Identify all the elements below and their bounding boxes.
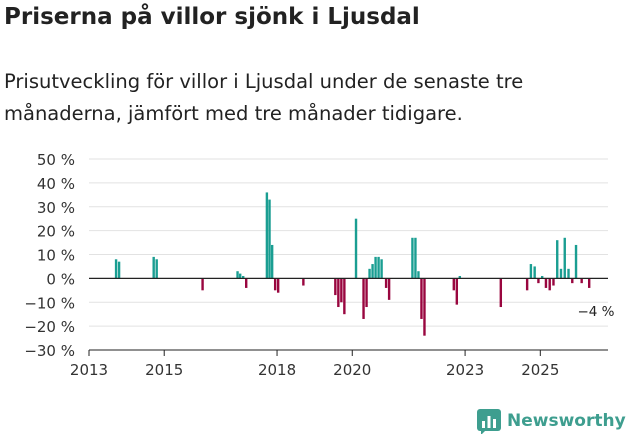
bar [117,261,121,279]
x-tick-label: 2020 [333,361,371,379]
x-axis-ticks: 2013 2015 2018 2020 2023 2025 [70,350,559,379]
y-tick-label: 0 % [46,270,75,288]
y-tick-label: −10 % [24,294,75,312]
bar [371,264,374,279]
bar [580,278,583,284]
bar [368,268,371,279]
y-tick-label: 50 % [37,151,75,169]
bar [354,218,358,279]
bar [544,278,548,288]
bar [268,199,271,279]
y-tick-label: −30 % [24,342,75,360]
axes [89,277,608,351]
bar [334,278,337,296]
bar [525,278,529,291]
bar [365,278,368,308]
bar [114,259,118,279]
bar [201,278,204,291]
bar [552,278,555,286]
bar [152,256,155,279]
y-tick-label: 40 % [37,175,75,193]
bar [417,271,420,279]
bar [567,268,570,279]
bar [270,244,274,279]
bar [238,273,242,279]
bar [414,237,417,279]
brand-logo[interactable]: Newsworthy [476,408,626,434]
x-tick-label: 2025 [521,361,559,379]
bar [563,237,566,279]
bar [362,278,365,319]
bar [529,264,533,279]
bars [114,192,591,336]
bar [377,256,380,279]
bar [265,192,269,279]
bar [548,278,551,291]
bar [452,278,456,291]
bar [556,240,559,279]
y-tick-label: 30 % [37,199,75,217]
bar [387,278,391,300]
y-axis-ticks: 50 % 40 % 30 % 20 % 10 % 0 % −10 % −20 % −30 % [24,151,75,360]
bar [540,275,544,279]
bar [236,271,239,279]
bar [384,278,388,288]
bar [423,278,426,336]
chart-title: Priserna på villor sjönk i Ljusdal [4,4,420,30]
y-tick-label: 20 % [37,223,75,241]
bar [302,278,305,286]
bar [420,278,423,319]
bar [245,278,248,288]
x-tick-label: 2023 [446,361,484,379]
bar [574,244,578,279]
bar [533,266,536,279]
x-tick-label: 2015 [145,361,183,379]
bar [374,256,377,279]
bar [340,278,343,303]
grid-lines [89,158,608,351]
bar [273,278,277,291]
bar [559,268,563,279]
chart-subtitle: Prisutveckling för villor i Ljusdal unde… [4,70,524,125]
bar [571,278,574,284]
bar [155,259,158,279]
bar [241,275,245,279]
y-tick-label: −20 % [24,318,75,336]
bar [343,278,346,315]
x-tick-label: 2018 [258,361,296,379]
y-tick-label: 10 % [37,247,75,265]
x-tick-label: 2013 [70,361,108,379]
bar-chart-logo-icon [477,409,501,434]
last-value-annotation: −4 % [577,304,614,320]
bar [587,278,591,288]
bar [380,259,383,279]
bar [411,237,414,279]
bar [458,275,462,279]
bar [455,278,459,305]
brand-name: Newsworthy [507,411,626,431]
bar [537,278,540,284]
bar [499,278,503,308]
annotations: −4 % [577,304,614,320]
bar [276,278,280,293]
bar [337,278,340,308]
